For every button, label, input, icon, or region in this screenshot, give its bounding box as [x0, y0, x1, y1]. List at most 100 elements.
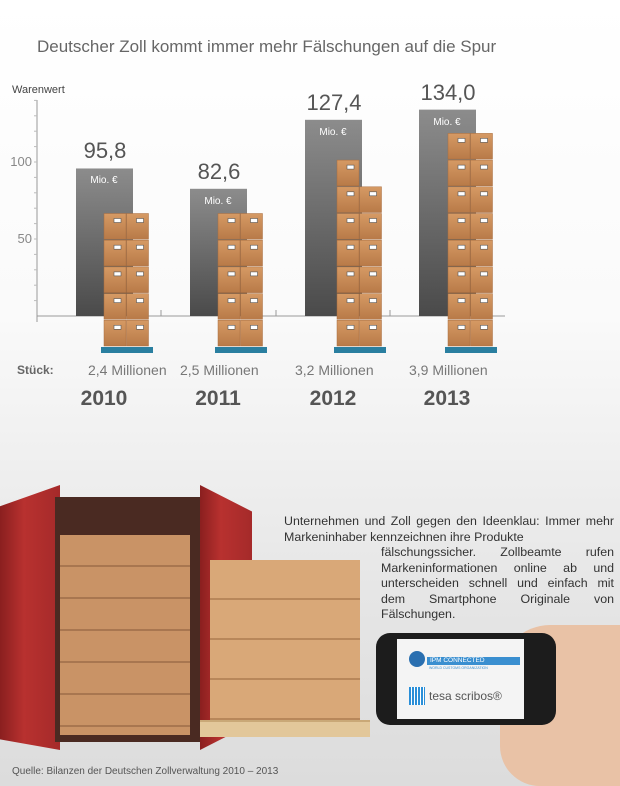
box	[359, 320, 382, 347]
scribos-icon	[409, 687, 425, 705]
barcode-icon	[113, 298, 122, 303]
globe-icon	[409, 651, 425, 667]
box	[359, 293, 382, 320]
barcode-icon	[113, 244, 122, 250]
barcode-icon	[457, 164, 466, 170]
box	[126, 320, 149, 347]
box	[336, 239, 360, 267]
box	[470, 186, 493, 213]
barcode-icon	[480, 164, 488, 170]
pallet	[334, 347, 386, 353]
box	[126, 266, 149, 293]
box	[240, 213, 263, 240]
barcode-icon	[480, 298, 488, 303]
box	[217, 266, 241, 293]
barcode-icon	[250, 298, 258, 303]
barcode-icon	[480, 191, 488, 197]
box	[240, 266, 263, 293]
pallet	[101, 347, 153, 353]
y-tick-label: 100	[10, 154, 32, 169]
pallet	[215, 347, 267, 353]
barcode-icon	[457, 138, 466, 143]
box	[126, 239, 149, 267]
box	[447, 213, 471, 240]
year-label: 2013	[423, 387, 471, 410]
barcode-icon	[369, 191, 377, 197]
barcode-icon	[250, 218, 258, 223]
pieces-prefix: Stück:	[17, 363, 54, 377]
barcode-icon	[113, 271, 122, 277]
barcode-icon	[480, 271, 488, 277]
wco-logo-text: WORLD CUSTOMS ORGANIZATION	[429, 666, 488, 670]
description-text: Unternehmen und Zoll gegen den Ideenklau…	[284, 514, 614, 623]
description-line1: Unternehmen und Zoll gegen den Ideenklau…	[284, 514, 614, 544]
source-note: Quelle: Bilanzen der Deutschen Zollverwa…	[12, 766, 279, 777]
box	[126, 293, 149, 320]
box	[447, 266, 471, 293]
smartphone: IPM CONNECTED WORLD CUSTOMS ORGANIZATION…	[376, 633, 556, 725]
barcode-icon	[250, 244, 258, 250]
ipm-logo: IPM CONNECTED	[427, 657, 520, 665]
box	[447, 239, 471, 267]
barcode-icon	[457, 298, 466, 303]
y-axis-label: Warenwert	[12, 84, 65, 96]
barcode-icon	[480, 218, 488, 223]
pallet	[445, 347, 497, 353]
box	[336, 266, 360, 293]
y-tick-label: 50	[17, 231, 32, 246]
year-label: 2010	[80, 387, 128, 410]
box	[470, 293, 493, 320]
box	[359, 266, 382, 293]
barcode-icon	[136, 271, 144, 277]
pieces-label: 2,5 Millionen	[180, 362, 259, 378]
value-label: 82,6	[197, 158, 241, 184]
barcode-icon	[480, 138, 488, 143]
barcode-icon	[136, 298, 144, 303]
barcode-icon	[346, 271, 355, 277]
unit-label: Mio. €	[204, 195, 232, 207]
barcode-icon	[480, 324, 488, 330]
container-illustration	[0, 485, 252, 750]
barcode-icon	[369, 271, 377, 277]
barcode-icon	[369, 324, 377, 330]
box	[470, 266, 493, 293]
barcode-icon	[136, 244, 144, 250]
box	[470, 159, 493, 187]
box	[240, 320, 263, 347]
barcode-icon	[346, 218, 355, 223]
barcode-icon	[227, 271, 236, 277]
barcode-icon	[346, 164, 355, 170]
box	[103, 266, 127, 293]
barcode-icon	[250, 271, 258, 277]
barcode-icon	[250, 324, 258, 330]
barcode-icon	[346, 191, 355, 197]
barcode-icon	[227, 244, 236, 250]
chart-area	[34, 99, 505, 353]
box	[103, 320, 127, 347]
barcode-icon	[136, 218, 144, 223]
barcode-icon	[227, 298, 236, 303]
pieces-label: 3,9 Millionen	[409, 362, 488, 378]
box	[336, 186, 360, 213]
barcode-icon	[457, 191, 466, 197]
barcode-icon	[346, 244, 355, 250]
box	[217, 239, 241, 267]
barcode-icon	[457, 324, 466, 330]
boxes-on-pallet-illustration	[200, 560, 370, 737]
barcode-icon	[227, 218, 236, 223]
barcode-icon	[457, 218, 466, 223]
box	[359, 186, 382, 213]
box	[336, 159, 360, 187]
pieces-label: 3,2 Millionen	[295, 362, 374, 378]
box	[359, 213, 382, 240]
box	[470, 239, 493, 267]
box	[336, 213, 360, 240]
box	[447, 293, 471, 320]
box	[103, 293, 127, 320]
barcode-icon	[113, 324, 122, 330]
box	[103, 239, 127, 267]
box	[217, 320, 241, 347]
box	[447, 320, 471, 347]
box	[240, 293, 263, 320]
box	[336, 320, 360, 347]
